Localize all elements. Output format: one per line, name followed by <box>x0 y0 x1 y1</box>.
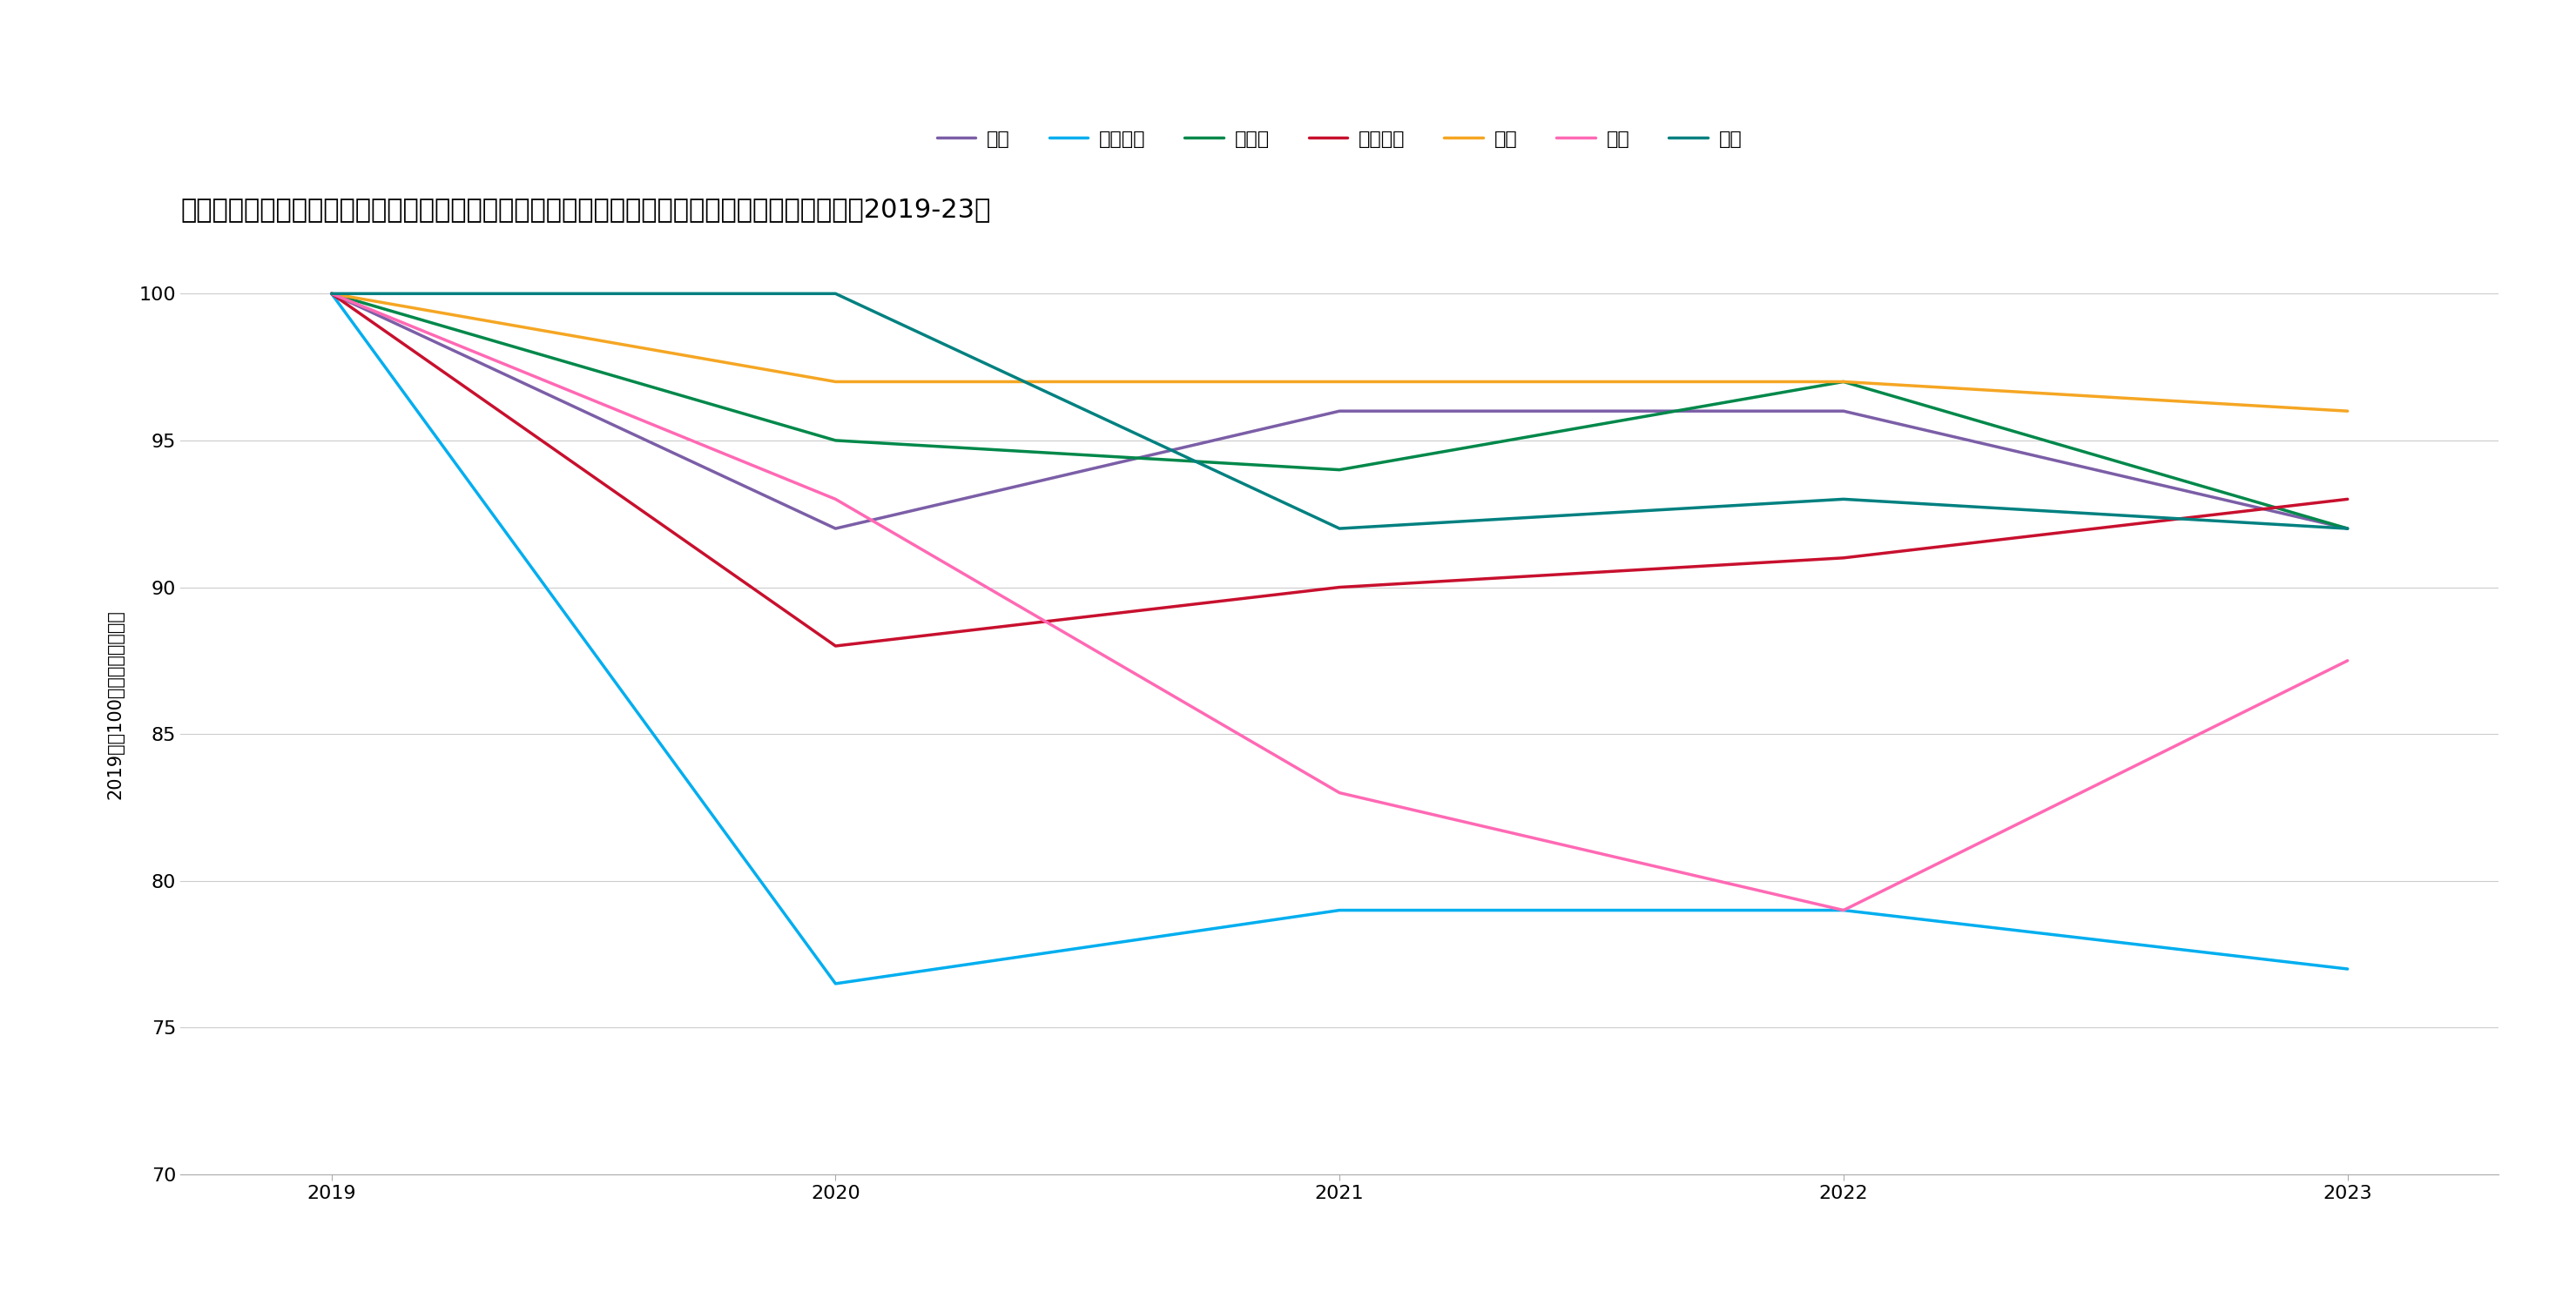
Line: イタリア: イタリア <box>332 294 2347 646</box>
日本 <box>1324 521 1355 536</box>
米国 <box>819 375 850 390</box>
Line: 日本: 日本 <box>332 294 2347 529</box>
日本 <box>2331 521 2362 536</box>
米国 <box>1829 375 1860 390</box>
英国 <box>317 286 348 301</box>
イタリア <box>317 286 348 301</box>
Line: 中国: 中国 <box>332 294 2347 910</box>
フランス <box>317 286 348 301</box>
フランス <box>2331 960 2362 976</box>
英国 <box>1324 403 1355 419</box>
ドイツ <box>1324 462 1355 478</box>
日本 <box>317 286 348 301</box>
中国 <box>2331 652 2362 668</box>
中国 <box>1829 902 1860 917</box>
英国 <box>1829 403 1860 419</box>
イタリア <box>2331 491 2362 506</box>
日本 <box>819 286 850 301</box>
米国 <box>2331 403 2362 419</box>
Legend: 英国, フランス, ドイツ, イタリア, 米国, 中国, 日本: 英国, フランス, ドイツ, イタリア, 米国, 中国, 日本 <box>930 123 1749 155</box>
Line: フランス: フランス <box>332 294 2347 984</box>
中国 <box>317 286 348 301</box>
米国 <box>317 286 348 301</box>
ドイツ <box>819 433 850 449</box>
フランス <box>819 976 850 992</box>
Line: ドイツ: ドイツ <box>332 294 2347 529</box>
フランス <box>1324 902 1355 917</box>
中国 <box>819 491 850 506</box>
イタリア <box>819 638 850 654</box>
イタリア <box>1324 579 1355 595</box>
ドイツ <box>2331 521 2362 536</box>
中国 <box>1324 784 1355 800</box>
日本 <box>1829 491 1860 506</box>
英国 <box>819 521 850 536</box>
フランス <box>1829 902 1860 917</box>
Line: 米国: 米国 <box>332 294 2347 411</box>
Line: 英国: 英国 <box>332 294 2347 529</box>
ドイツ <box>317 286 348 301</box>
ドイツ <box>1829 375 1860 390</box>
イタリア <box>1829 549 1860 565</box>
米国 <box>1324 375 1355 390</box>
Text: アルコール飲料の市場規模推移（ビール・蒸留酒・ワイン／スパークリングワインの合計量）、2019-23年: アルコール飲料の市場規模推移（ビール・蒸留酒・ワイン／スパークリングワインの合計… <box>180 197 992 222</box>
Y-axis label: 2019年を100とした場合の指数: 2019年を100とした場合の指数 <box>108 609 124 800</box>
英国 <box>2331 521 2362 536</box>
